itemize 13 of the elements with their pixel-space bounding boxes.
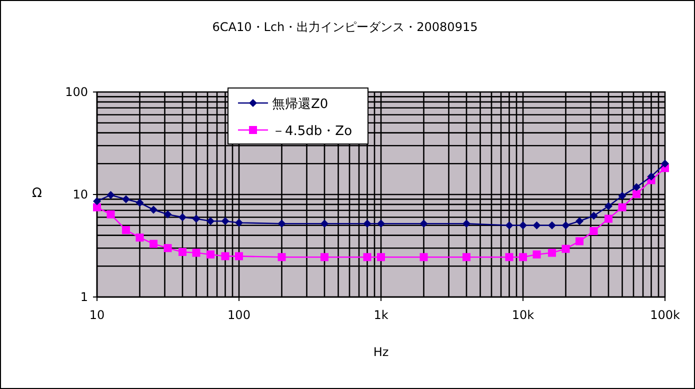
x-tick-label: 1k [374, 308, 388, 322]
y-axis-title: Ω [32, 186, 42, 201]
x-tick-label: 10 [89, 308, 105, 322]
legend-label: －4.5db・Zo [272, 124, 352, 139]
y-tick-label: 10 [72, 188, 88, 202]
y-tick-label: 1 [80, 290, 88, 304]
legend-label: 無帰還Z0 [272, 97, 328, 112]
y-tick-label: 100 [65, 85, 88, 99]
chart-title: 6CA10・Lch・出力インピーダンス・20080915 [212, 20, 478, 34]
x-tick-label: 100 [228, 308, 250, 322]
x-tick-label: 100k [650, 308, 680, 322]
x-axis-title: Hz [373, 345, 389, 359]
x-tick-label: 10k [512, 308, 534, 322]
